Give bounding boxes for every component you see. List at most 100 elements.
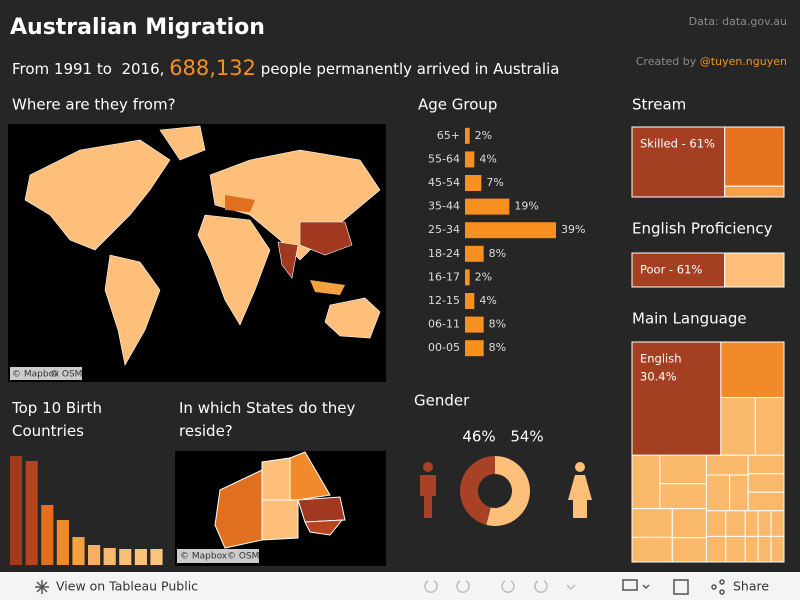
- value-label: 46%: [462, 428, 495, 446]
- section-title: In which States do they reside?: [179, 399, 356, 440]
- treemap-cell: [720, 397, 756, 456]
- cell-label: English: [640, 352, 682, 366]
- treemap-cell: [744, 510, 759, 537]
- bar: [465, 175, 482, 191]
- treemap-cell: [770, 510, 785, 537]
- value-label: 8%: [489, 318, 506, 331]
- category-label: 16-17: [428, 270, 460, 283]
- bar: [465, 151, 475, 168]
- treemap-cell: [671, 537, 707, 563]
- title: Australian Migration: [10, 15, 265, 40]
- section-title: Age Group: [418, 96, 497, 114]
- value-label: 7%: [486, 176, 503, 189]
- treemap-cell: [754, 397, 785, 456]
- donut-segment: [460, 456, 495, 525]
- treemap-cell: [747, 473, 785, 493]
- map-credit: © Mapbox: [180, 552, 228, 562]
- world-map[interactable]: © Mapbox © OSM: [8, 124, 386, 382]
- category-label: 65+: [437, 129, 460, 142]
- subtitle-start: From 1991 to 2016,: [12, 60, 169, 78]
- credit-prefix: Created by: [636, 55, 700, 68]
- section-title: Gender: [414, 392, 470, 410]
- source: Data: data.gov.au: [689, 15, 787, 28]
- credit-author[interactable]: @tuyen.nguyen: [700, 55, 787, 68]
- cell-value: 30.4%: [640, 370, 677, 384]
- toolbar-icons[interactable]: [424, 580, 576, 593]
- bar: [465, 293, 475, 309]
- category-label: 06-11: [428, 318, 460, 331]
- section-title: English Proficiency: [632, 220, 773, 238]
- category-label: 45-54: [428, 176, 460, 189]
- treemap-cell: [671, 508, 707, 539]
- male-icon: [420, 462, 436, 518]
- value-label: 4%: [479, 152, 496, 165]
- value-label: 8%: [489, 341, 506, 354]
- map-credit: © OSM: [50, 370, 82, 380]
- treemap-cell: [631, 508, 673, 538]
- states-map[interactable]: © Mapbox © OSM: [175, 451, 386, 566]
- share-label[interactable]: Share: [733, 579, 769, 594]
- treemap-cell: [757, 535, 772, 563]
- treemap-cell: [757, 510, 772, 537]
- subtitle: From 1991 to 2016, 688,132 people perman…: [12, 56, 559, 80]
- value-label: 19%: [514, 200, 538, 213]
- subtitle-number: 688,132: [169, 56, 256, 80]
- value-label: 2%: [475, 129, 492, 142]
- bar: [72, 537, 85, 565]
- toolbar-icons[interactable]: [622, 579, 725, 595]
- treemap-cell: [720, 341, 785, 399]
- treemap-cell: [705, 474, 731, 512]
- treemap-cell: [631, 252, 726, 288]
- treemap-cell: [725, 510, 746, 537]
- bar: [56, 520, 69, 565]
- female-icon: [568, 462, 592, 518]
- treemap-cell: [705, 454, 749, 476]
- treemap-cell: [747, 454, 785, 475]
- bar: [88, 545, 101, 565]
- treemap-cell: [744, 535, 759, 563]
- treemap-cell: [729, 474, 749, 512]
- map-credit: © Mapbox: [12, 370, 60, 380]
- treemap-cell: [631, 454, 661, 510]
- category-label: 25-34: [428, 223, 460, 236]
- treemap-cell: [770, 535, 785, 563]
- value-label: 54%: [510, 428, 543, 446]
- subtitle-end: people permanently arrived in Australia: [256, 60, 559, 78]
- treemap-cell: [725, 535, 746, 563]
- section-title: Main Language: [632, 310, 747, 328]
- value-label: 39%: [561, 223, 585, 236]
- value-label: 4%: [479, 294, 496, 307]
- section-title: Stream: [632, 96, 686, 114]
- category-label: 18-24: [428, 247, 460, 260]
- bar: [465, 245, 484, 262]
- bar: [465, 340, 484, 357]
- treemap-cell: [631, 126, 726, 198]
- treemap-cell: [747, 491, 785, 512]
- bar: [103, 548, 116, 565]
- category-label: 55-64: [428, 152, 460, 165]
- view-button[interactable]: View on Tableau Public: [35, 579, 198, 595]
- bar: [465, 127, 470, 144]
- treemap-cell: [659, 454, 707, 485]
- treemap-cell: [724, 252, 785, 288]
- treemap-cell: [724, 185, 785, 198]
- credit: Created by @tuyen.nguyen: [636, 55, 787, 68]
- bar: [41, 505, 54, 565]
- bar: [465, 269, 470, 286]
- view-label[interactable]: View on Tableau Public: [56, 579, 198, 594]
- bar: [150, 549, 163, 565]
- bar: [10, 456, 23, 565]
- treemap-cell: [705, 535, 727, 563]
- value-label: 2%: [475, 270, 492, 283]
- map-credit: © OSM: [227, 552, 259, 562]
- category-label: 12-15: [428, 294, 460, 307]
- bar: [25, 461, 38, 565]
- category-label: 00-05: [428, 341, 460, 354]
- value-label: 8%: [489, 247, 506, 260]
- bar: [465, 222, 556, 239]
- section-title: Top 10 Birth Countries: [12, 399, 102, 440]
- cell-label: Skilled - 61%: [640, 137, 715, 151]
- treemap-cell: [705, 510, 727, 537]
